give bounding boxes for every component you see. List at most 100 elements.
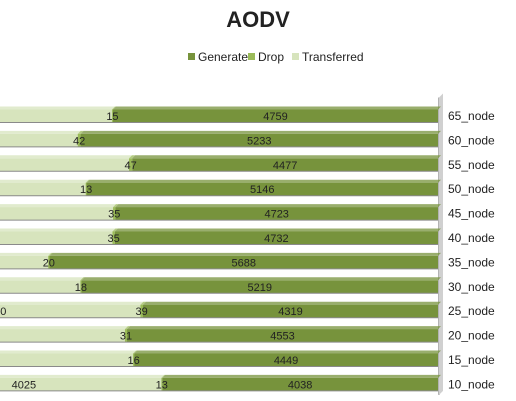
chart-floor: [438, 93, 443, 395]
bar-generate-35_node-top: [49, 252, 441, 256]
bar-drop-65_node-top: [111, 106, 116, 110]
bar-drop-45_node-top: [113, 204, 119, 208]
bar-drop-30_node: [80, 280, 82, 294]
axis-wall: [439, 93, 443, 395]
bar-drop-10_node-top: [161, 374, 166, 378]
bar-generate-15_node-top: [134, 350, 441, 354]
category-labels: 65_node 60_node 55_node 50_node 45_node 40_no…: [448, 109, 495, 391]
bar-transferred-65_node: [0, 109, 112, 123]
label-generate: 5146: [250, 184, 274, 196]
label-generate: 5233: [247, 135, 271, 147]
bar-drop-25_node-top: [140, 301, 147, 305]
bar-drop-10_node: [161, 377, 163, 391]
bar-drop-55_node: [129, 158, 133, 172]
bar-generate-20_node: [127, 329, 439, 343]
label-drop: 35: [108, 209, 120, 221]
bar-generate-50_node-top: [86, 179, 441, 183]
bar-transferred-25_node: [0, 304, 141, 318]
bar-transferred-40_node: [0, 231, 113, 245]
bar-generate-35_node: [49, 255, 438, 269]
bar-generate-45_node: [115, 207, 438, 221]
bar-transferred-50_node-top: [0, 179, 89, 183]
bar-drop-20_node-top: [124, 326, 131, 330]
bar-generate-50_node: [86, 182, 438, 196]
category-label: 65_node: [448, 109, 495, 123]
bar-drop-45_node: [113, 207, 116, 221]
category-label: 15_node: [448, 353, 495, 367]
bar-generate-60_node-top: [80, 130, 442, 134]
bar-generate-40_node: [114, 231, 439, 245]
category-label: 50_node: [448, 182, 495, 196]
bar-drop-25_node: [140, 304, 144, 318]
bar-generate-15_node: [134, 353, 438, 367]
label-drop: 13: [80, 184, 92, 196]
bar-transferred-20_node-top: [0, 326, 128, 330]
bar-drop-35_node-top: [48, 252, 53, 256]
bar-transferred-35_node-top: [0, 252, 52, 256]
bar-transferred-30_node-top: [0, 277, 84, 281]
bar-generate-40_node-top: [114, 228, 442, 232]
bar-transferred-40_node-top: [0, 228, 116, 232]
legend-label-drop: Drop: [258, 50, 284, 64]
bar-transferred-65_node-top: [0, 106, 115, 110]
bar-drop-40_node: [112, 231, 115, 245]
bar-transferred-45_node: [0, 207, 114, 221]
bar-generate-45_node-top: [115, 204, 441, 208]
label-generate: 4553: [270, 331, 294, 343]
label-generate: 4723: [264, 209, 288, 221]
bar-drop-15_node: [133, 353, 135, 367]
bars: 4744154759519142523344304744775133135146…: [0, 106, 442, 392]
category-label: 45_node: [448, 207, 495, 221]
label-drop: 42: [73, 135, 85, 147]
bar-generate-30_node-top: [81, 277, 441, 281]
category-label: 30_node: [448, 280, 495, 294]
label-generate: 4319: [278, 306, 302, 318]
bar-generate-55_node-top: [132, 155, 442, 159]
bar-generate-60_node: [80, 133, 439, 147]
label-generate: 4477: [273, 160, 297, 172]
legend-label-generate: Generate: [198, 50, 248, 64]
legend: Generate Drop Transferred: [188, 50, 364, 64]
bar-transferred-55_node: [0, 158, 130, 172]
bar-generate-25_node: [143, 304, 438, 318]
label-generate: 4038: [288, 379, 312, 391]
label-drop: 18: [75, 282, 87, 294]
bar-generate-55_node: [132, 158, 439, 172]
bar-drop-40_node-top: [112, 228, 118, 232]
category-label: 25_node: [448, 304, 495, 318]
label-transferred: 4280: [0, 306, 6, 318]
bar-transferred-15_node: [0, 353, 134, 367]
bar-generate-65_node: [112, 109, 438, 123]
label-generate: 4732: [264, 233, 288, 245]
label-generate: 5688: [232, 257, 256, 269]
bar-drop-20_node: [124, 329, 128, 343]
bar-generate-10_node: [162, 377, 439, 391]
label-generate: 5219: [248, 282, 272, 294]
bar-drop-35_node: [48, 255, 50, 269]
bar-drop-50_node: [85, 182, 87, 196]
bar-generate-65_node-top: [112, 106, 441, 110]
label-drop: 13: [156, 379, 168, 391]
category-label: 35_node: [448, 255, 495, 269]
legend-swatch-transferred: [292, 53, 299, 60]
bar-drop-30_node-top: [80, 277, 85, 281]
bar-generate-10_node-top: [162, 374, 442, 378]
bar-generate-20_node-top: [127, 326, 442, 330]
category-label: 60_node: [448, 133, 495, 147]
bar-drop-60_node-top: [77, 130, 84, 134]
bar-transferred-25_node-top: [0, 301, 144, 305]
legend-swatch-generate: [188, 53, 195, 60]
bar-transferred-55_node-top: [0, 155, 133, 159]
bar-transferred-30_node: [0, 280, 81, 294]
label-drop: 20: [43, 257, 55, 269]
bar-transferred-10_node-top: [0, 374, 165, 378]
bar-generate-30_node: [81, 280, 438, 294]
bar-generate-25_node-top: [143, 301, 441, 305]
bar-transferred-50_node: [0, 182, 86, 196]
legend-label-transferred: Transferred: [302, 50, 364, 64]
bar-transferred-45_node-top: [0, 204, 117, 208]
category-label: 20_node: [448, 329, 495, 343]
legend-swatch-drop: [248, 53, 255, 60]
bar-transferred-10_node: [0, 377, 162, 391]
bar-drop-65_node: [111, 109, 113, 123]
